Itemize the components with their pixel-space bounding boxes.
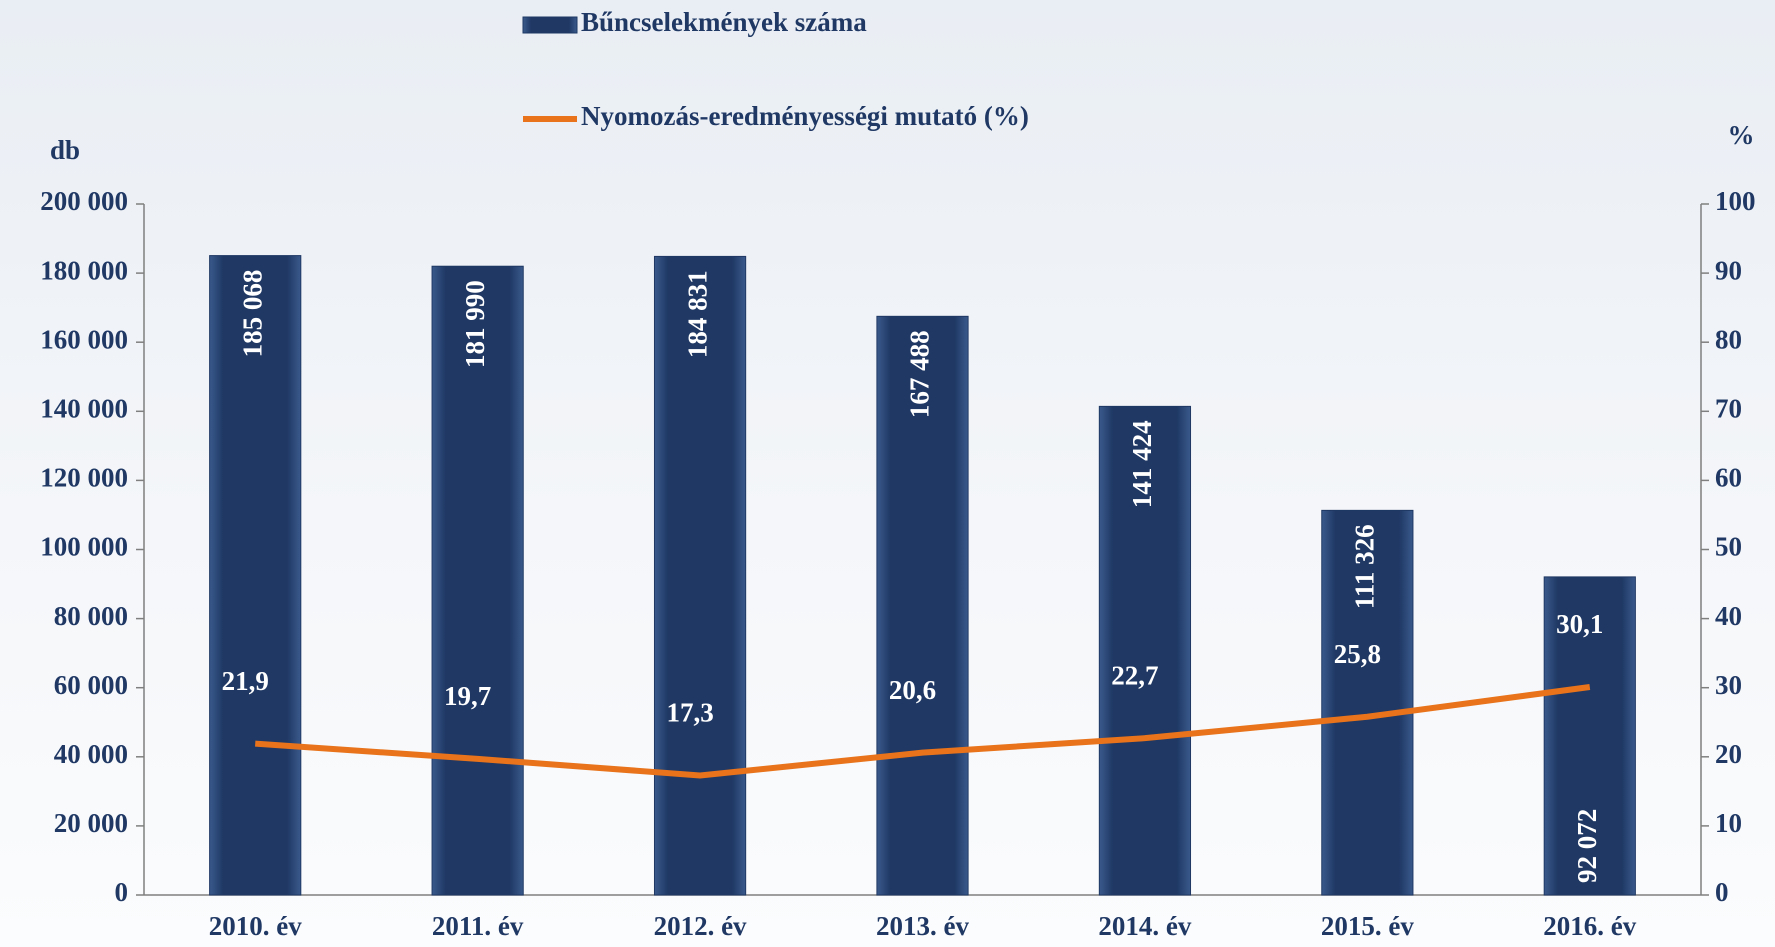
line-value-label: 20,6 (889, 675, 936, 705)
line-value-label: 21,9 (222, 666, 269, 696)
x-tick-label: 2014. év (1098, 911, 1191, 941)
x-tick-label: 2015. év (1321, 911, 1414, 941)
x-tick-label: 2010. év (209, 911, 302, 941)
y2-tick-label: 40 (1715, 601, 1742, 631)
legend-swatch (523, 17, 577, 33)
line-value-label: 17,3 (666, 698, 713, 728)
page: {"chart_data": {"type": "bar-line", "cat… (0, 0, 1775, 947)
bar-value-label: 167 488 (905, 330, 935, 418)
line-value-label: 25,8 (1334, 639, 1381, 669)
y-tick-label: 100 000 (40, 532, 128, 562)
line-value-label: 30,1 (1556, 609, 1603, 639)
line-value-label: 19,7 (444, 681, 491, 711)
y2-tick-label: 10 (1715, 808, 1742, 838)
x-tick-label: 2011. év (432, 911, 524, 941)
x-tick-label: 2012. év (654, 911, 747, 941)
bar-value-label: 141 424 (1127, 420, 1157, 508)
y2-tick-label: 60 (1715, 463, 1742, 493)
bar-value-label: 185 068 (237, 270, 267, 358)
x-tick-label: 2016. év (1543, 911, 1636, 941)
chart: db % 0 20 000 40 000 60 000 80 000 100 000 120… (0, 0, 1775, 947)
y-tick-label: 200 000 (40, 186, 128, 216)
y-tick-label: 180 000 (40, 255, 128, 285)
y-tick-label: 0 (115, 877, 129, 907)
y-tick-label: 80 000 (54, 601, 128, 631)
y-tick-label: 40 000 (54, 739, 128, 769)
bar-value-label: 92 072 (1572, 809, 1602, 883)
x-tick-label: 2013. év (876, 911, 969, 941)
bar-value-label: 184 831 (682, 270, 712, 358)
y2-tick-label: 100 (1715, 186, 1756, 216)
line-value-label: 22,7 (1111, 660, 1158, 690)
y2-axis-title: % (1728, 120, 1755, 150)
y2-tick-label: 80 (1715, 324, 1742, 354)
y2-tick-label: 90 (1715, 255, 1742, 285)
y2-tick-label: 50 (1715, 532, 1742, 562)
bar-value-label: 181 990 (460, 280, 490, 368)
y-axis-title: db (50, 135, 80, 165)
bar-value-label: 111 326 (1350, 524, 1380, 609)
y-tick-label: 120 000 (40, 463, 128, 493)
legend-label: Nyomozás-eredményességi mutató (%) (581, 101, 1029, 131)
y2-tick-label: 30 (1715, 670, 1742, 700)
legend-label: Bűncselekmények száma (581, 7, 867, 37)
y-tick-label: 140 000 (40, 394, 128, 424)
y-tick-label: 60 000 (54, 670, 128, 700)
y2-tick-label: 20 (1715, 739, 1742, 769)
y2-tick-label: 0 (1715, 877, 1729, 907)
y-tick-label: 20 000 (54, 808, 128, 838)
y-tick-label: 160 000 (40, 324, 128, 354)
y2-tick-label: 70 (1715, 394, 1742, 424)
